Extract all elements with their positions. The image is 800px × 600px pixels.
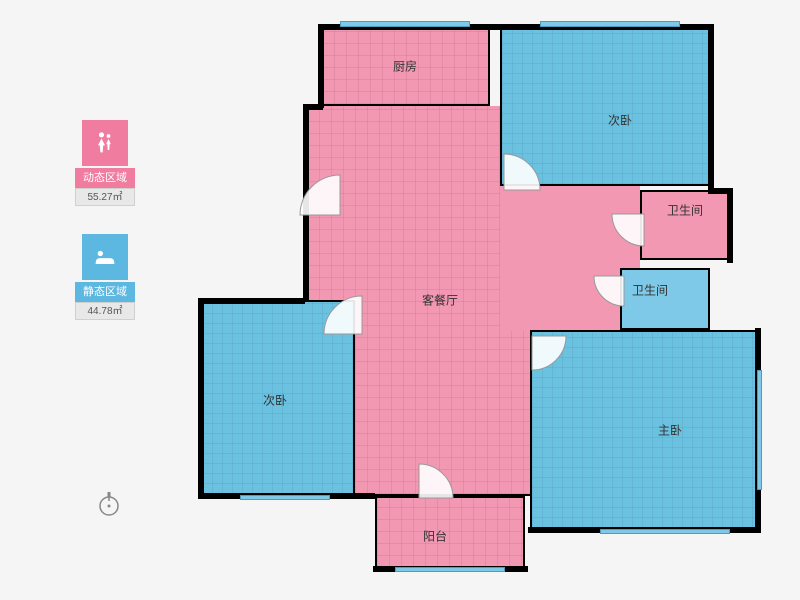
legend-dynamic: 动态区域 55.27㎡ xyxy=(75,120,135,206)
legend-dynamic-label: 动态区域 xyxy=(75,168,135,188)
void-area xyxy=(200,106,305,300)
window-segment xyxy=(757,370,762,490)
window-segment xyxy=(395,567,505,572)
wall-segment xyxy=(318,24,324,108)
window-segment xyxy=(600,529,730,534)
wall-segment xyxy=(708,24,714,192)
wall-segment xyxy=(727,188,733,263)
compass-icon xyxy=(95,490,123,518)
wall-segment xyxy=(303,104,309,302)
legend-panel: 动态区域 55.27㎡ 静态区域 44.78㎡ xyxy=(75,120,135,348)
wall-segment xyxy=(198,298,204,498)
legend-static-area: 44.78㎡ xyxy=(75,302,135,320)
room-master xyxy=(530,330,760,530)
room-bath-lower xyxy=(620,268,710,330)
rest-icon xyxy=(82,234,128,280)
room-balcony xyxy=(375,496,525,570)
room-bedroom-sw xyxy=(200,300,355,496)
room-bedroom-ne xyxy=(500,26,710,186)
window-segment xyxy=(240,495,330,500)
room-living-ext xyxy=(500,186,640,331)
floorplan-container: 厨房 次卧 卫生间 客餐厅 卫生间 次卧 主卧 阳台 xyxy=(200,10,780,590)
room-kitchen xyxy=(320,26,490,106)
wall-segment xyxy=(198,298,305,304)
legend-dynamic-area: 55.27㎡ xyxy=(75,188,135,206)
people-icon xyxy=(82,120,128,166)
legend-static-label: 静态区域 xyxy=(75,282,135,302)
window-segment xyxy=(340,21,470,27)
window-segment xyxy=(540,21,680,27)
legend-static: 静态区域 44.78㎡ xyxy=(75,234,135,320)
room-bath-upper xyxy=(640,190,730,260)
